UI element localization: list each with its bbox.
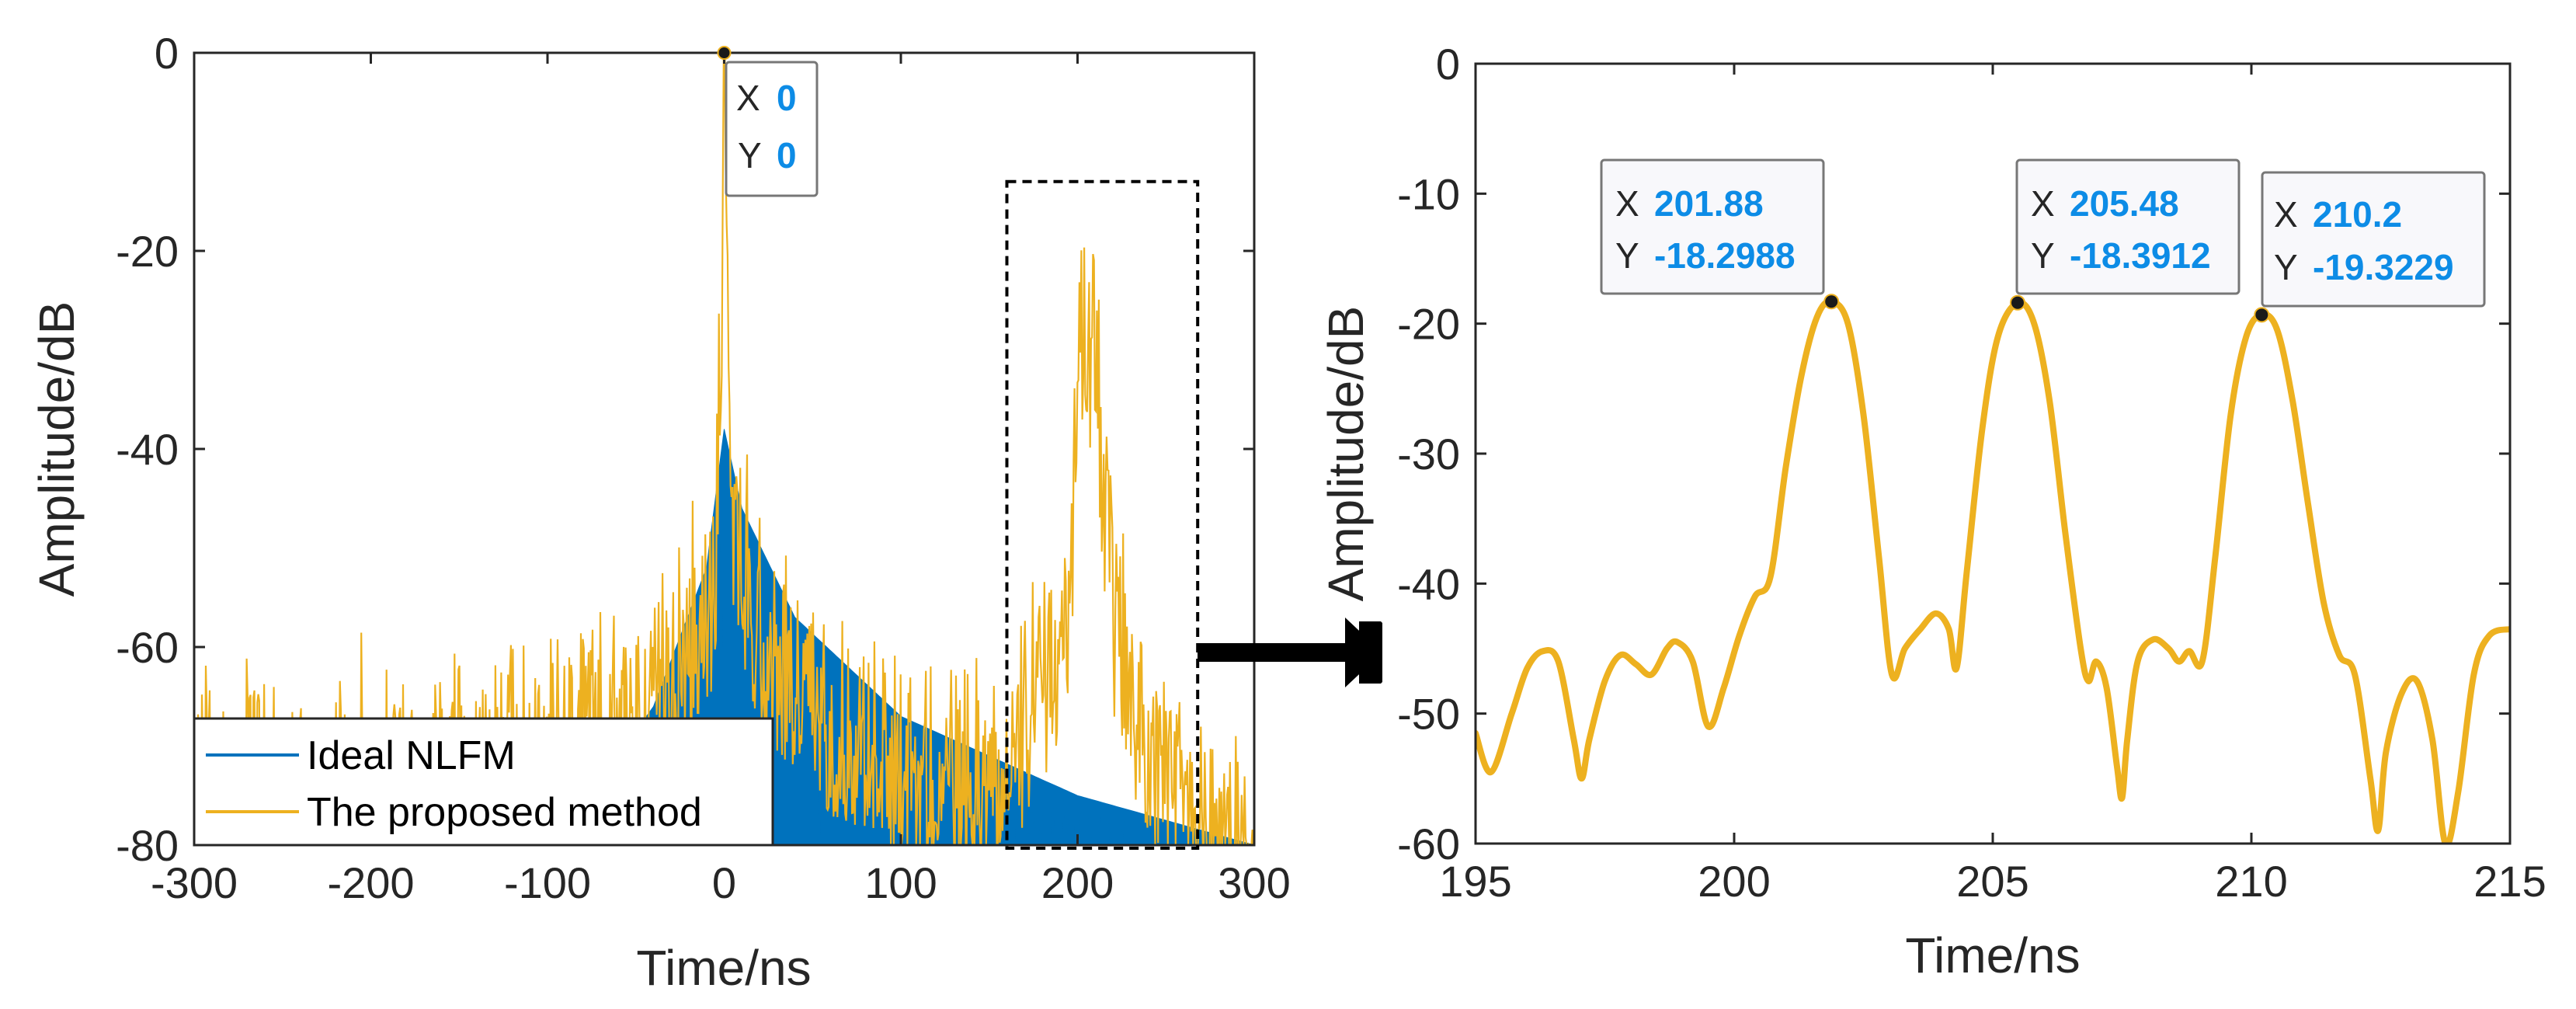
left-ytick-label: 0 xyxy=(155,29,179,78)
datatip-x-value: 210.2 xyxy=(2313,194,2402,235)
right-series xyxy=(1476,298,2510,844)
left-xtick-label: 200 xyxy=(1041,858,1114,907)
datatip-box xyxy=(725,61,819,197)
left-ytick-label: -60 xyxy=(116,623,179,672)
right-ytick-label: -10 xyxy=(1397,169,1460,218)
right-xtick-label: 200 xyxy=(1698,857,1770,906)
arrow-shaft xyxy=(1198,643,1361,662)
datatip-x-label: X xyxy=(2274,194,2298,235)
left-ytick-label: -80 xyxy=(116,821,179,870)
proposed-method-zoom-line xyxy=(1476,298,2510,844)
datatip-box xyxy=(2015,158,2241,295)
left-xtick-label: 100 xyxy=(864,858,937,907)
left-y-axis-label: Amplitude/dB xyxy=(29,301,85,597)
left-x-axis-label: Time/ns xyxy=(636,940,811,996)
arrow-point xyxy=(1345,618,1382,687)
right-ytick-label: 0 xyxy=(1436,40,1460,89)
datatip-x-value: 0 xyxy=(777,78,797,118)
right-xtick-label: 195 xyxy=(1439,857,1511,906)
legend: Ideal NLFM The proposed method xyxy=(193,717,774,847)
left-xtick-label: 300 xyxy=(1218,858,1290,907)
legend-label-ideal: Ideal NLFM xyxy=(307,733,516,778)
legend-label-proposed: The proposed method xyxy=(307,790,702,835)
datatip-marker xyxy=(2254,307,2270,323)
right-ytick-label: -60 xyxy=(1397,819,1460,868)
left-xtick-label: -200 xyxy=(327,858,414,907)
datatip-y-value: -18.3912 xyxy=(2070,235,2211,276)
right-datatip-1: X 201.88 Y -18.2988 xyxy=(1600,158,1840,310)
right-xtick-label: 215 xyxy=(2473,857,2546,906)
right-ytick-label: -50 xyxy=(1397,690,1460,739)
datatip-y-label: Y xyxy=(738,135,762,176)
datatip-marker xyxy=(2009,294,2025,311)
legend-box xyxy=(193,717,774,847)
zoom-box xyxy=(1005,179,1200,850)
left-ytick-label: -20 xyxy=(116,227,179,276)
left-ytick-label: -40 xyxy=(116,425,179,474)
datatip-x-label: X xyxy=(1615,183,1639,224)
right-ytick-label: -20 xyxy=(1397,300,1460,349)
left-xtick-label: 0 xyxy=(712,858,736,907)
datatip-x-value: 205.48 xyxy=(2070,183,2179,224)
right-datatip-2: X 205.48 Y -18.3912 xyxy=(2009,158,2241,311)
left-datatip: X 0 Y 0 xyxy=(717,46,819,197)
right-y-axis-label: Amplitude/dB xyxy=(1318,306,1374,602)
right-ticks: 195 200 205 210 215 0 -10 -20 -30 -40 -50 -60 xyxy=(1397,40,2546,906)
datatip-box xyxy=(1600,158,1825,295)
right-datatip-3: X 210.2 Y -19.3229 xyxy=(2254,171,2486,323)
datatip-y-value: -18.2988 xyxy=(1654,235,1796,276)
left-xtick-label: -100 xyxy=(504,858,591,907)
datatip-box xyxy=(2261,171,2486,308)
datatip-y-label: Y xyxy=(1615,235,1639,276)
right-xtick-label: 205 xyxy=(1956,857,2028,906)
datatip-x-label: X xyxy=(736,78,760,118)
right-ytick-label: -40 xyxy=(1397,559,1460,608)
datatip-y-value: 0 xyxy=(777,135,797,176)
datatip-y-label: Y xyxy=(2274,247,2298,287)
datatip-y-value: -19.3229 xyxy=(2313,247,2454,287)
left-xtick-label: -300 xyxy=(151,858,238,907)
datatip-x-label: X xyxy=(2031,183,2055,224)
right-xtick-label: 210 xyxy=(2215,857,2287,906)
right-ytick-label: -30 xyxy=(1397,430,1460,478)
datatip-x-value: 201.88 xyxy=(1654,183,1764,224)
left-chart: -300 -200 -100 0 100 200 300 0 -20 -40 -60 -80 Time… xyxy=(29,29,1291,996)
right-chart: 195 200 205 210 215 0 -10 -20 -30 -40 -50 -60 Time/… xyxy=(1318,40,2546,983)
datatip-marker xyxy=(1823,294,1840,310)
datatip-y-label: Y xyxy=(2031,235,2055,276)
datatip-marker xyxy=(717,46,732,60)
zoom-arrow xyxy=(1198,618,1382,687)
right-x-axis-label: Time/ns xyxy=(1905,927,2080,983)
